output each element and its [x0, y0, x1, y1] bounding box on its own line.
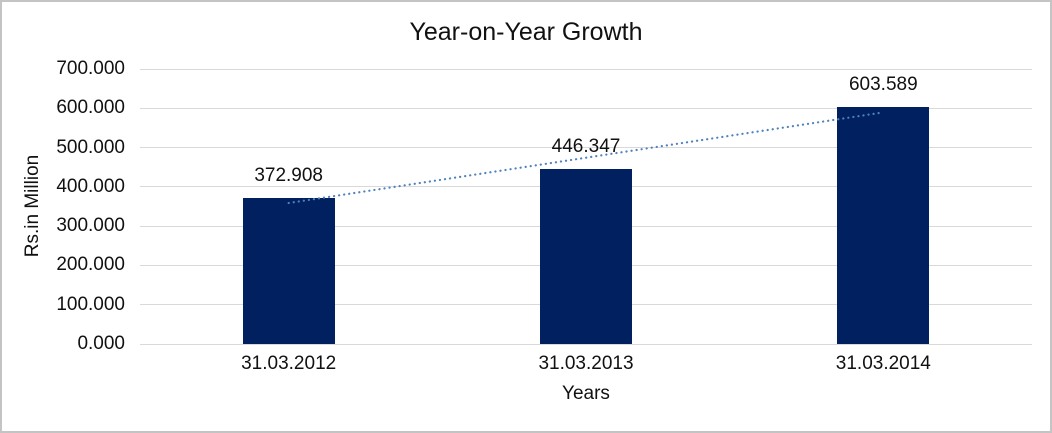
x-tick-label: 31.03.2013: [538, 353, 634, 374]
x-tick-label: 31.03.2014: [835, 353, 931, 374]
bar: [540, 168, 632, 344]
y-tick-label: 0.000: [77, 333, 125, 354]
y-tick-label: 700.000: [56, 58, 125, 79]
bar: [242, 197, 335, 344]
bar-value-label: 603.589: [848, 73, 918, 95]
y-tick-label: 400.000: [56, 175, 125, 197]
x-axis-title: Years: [562, 383, 610, 404]
y-axis-title: Rs.in Million: [22, 154, 43, 258]
gridline: [140, 68, 1032, 70]
trendline: [287, 111, 885, 205]
y-tick-label: 100.000: [56, 293, 125, 315]
bar: [837, 106, 930, 344]
gridline: [140, 147, 1032, 149]
plot-area: 372.908 446.347 603.589: [140, 68, 1032, 345]
gridline: [140, 343, 1032, 345]
x-tick-label: 31.03.2012: [241, 353, 337, 374]
y-tick-label: 300.000: [56, 215, 125, 237]
y-tick-label: 500.000: [56, 136, 125, 158]
bar-value-label: 372.908: [254, 164, 323, 186]
y-tick-label: 600.000: [56, 97, 125, 119]
y-tick-label: 200.000: [56, 254, 125, 276]
bar-value-label: 446.347: [551, 135, 621, 157]
gridline: [140, 107, 1032, 109]
chart-title: Year-on-Year Growth: [409, 18, 643, 46]
